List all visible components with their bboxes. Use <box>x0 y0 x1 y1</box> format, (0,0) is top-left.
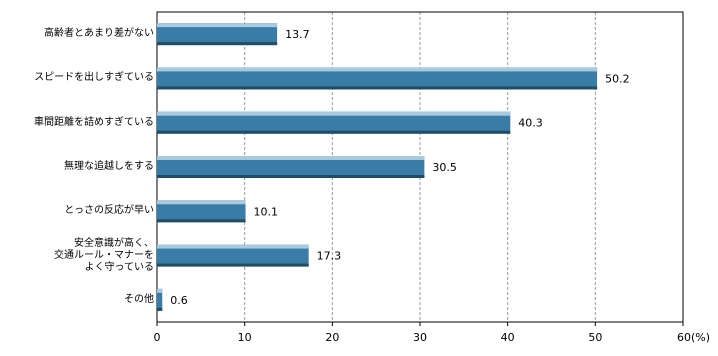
bar-shadow <box>157 263 309 267</box>
x-tick-label: 50 <box>588 331 602 344</box>
value-label: 13.7 <box>285 28 310 41</box>
x-tick-label: 40 <box>501 331 515 344</box>
bar-shadow <box>157 307 163 311</box>
bar <box>157 156 425 178</box>
x-tick-label: 10 <box>238 331 252 344</box>
category-label: 車間距離を詰めすぎている <box>34 116 154 128</box>
value-label: 10.1 <box>254 205 279 218</box>
bar <box>157 23 278 46</box>
bar-shadow <box>157 86 598 90</box>
value-label: 17.3 <box>317 250 342 263</box>
bar <box>157 111 511 134</box>
x-tick-label: 30 <box>413 331 427 344</box>
bar-highlight <box>157 244 309 249</box>
category-label: その他 <box>124 293 154 305</box>
x-tick-label: 60(%) <box>677 331 710 344</box>
bar-body <box>157 244 309 267</box>
value-label: 30.5 <box>432 161 457 174</box>
bar-shadow <box>157 175 425 178</box>
category-label: スピードを出しすぎている <box>34 72 154 84</box>
bar-shadow <box>157 130 511 134</box>
bar-body <box>157 67 598 90</box>
bar-shadow <box>157 42 278 46</box>
bar-highlight <box>157 288 163 293</box>
bar-highlight <box>157 111 511 116</box>
category-label: 高齢者とあまり差がない <box>44 28 154 40</box>
bar <box>157 288 163 311</box>
value-label: 40.3 <box>518 117 543 130</box>
bar-highlight <box>157 67 598 72</box>
x-tick-label: 0 <box>154 331 161 344</box>
bar-highlight <box>157 156 425 160</box>
bar-highlight <box>157 23 278 28</box>
category-label: 安全意識が高く、 交通ルール・マナーを よく守っている <box>54 237 154 273</box>
bar-shadow <box>157 219 246 223</box>
x-tick-label: 20 <box>325 331 339 344</box>
bar-body <box>157 23 278 46</box>
category-label: とっさの反応が早い <box>64 205 154 217</box>
value-label: 50.2 <box>605 72 630 85</box>
value-label: 0.6 <box>170 294 188 307</box>
category-label: 無理な追越しをする <box>64 161 154 172</box>
bar <box>157 244 309 267</box>
bar-body <box>157 156 425 178</box>
bar-body <box>157 111 511 134</box>
bar-highlight <box>157 200 246 205</box>
bar <box>157 200 246 223</box>
bar-body <box>157 200 246 223</box>
bar-body <box>157 288 163 311</box>
bar <box>157 67 598 90</box>
